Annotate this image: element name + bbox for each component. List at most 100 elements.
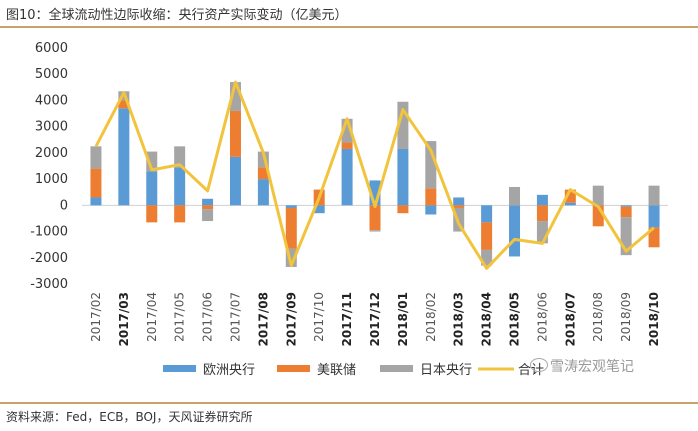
- bar-segment: [481, 249, 493, 266]
- bar-segment: [341, 148, 353, 206]
- bar-segment: [509, 186, 521, 206]
- x-tick-label: 2018/04: [480, 292, 494, 346]
- bar-segment: [648, 205, 660, 228]
- bar-segment: [648, 227, 660, 248]
- bar-segment: [453, 205, 465, 208]
- bar-segment: [620, 217, 632, 256]
- x-tick-label: 2018/03: [452, 292, 466, 346]
- bar-segment: [564, 189, 576, 203]
- bar-segment: [174, 146, 186, 168]
- bar-segment: [202, 198, 214, 206]
- bar-segment: [425, 141, 437, 189]
- y-tick-label: 5000: [35, 67, 68, 82]
- y-tick-label: -1000: [30, 225, 68, 240]
- bar-segment: [620, 205, 632, 207]
- bar-segment: [257, 167, 269, 180]
- y-tick-label: 2000: [35, 146, 68, 161]
- x-tick-label: 2018/02: [424, 292, 438, 342]
- bar-segment: [90, 146, 102, 169]
- bar-segment: [285, 207, 297, 249]
- legend-label: 欧洲央行: [203, 363, 255, 378]
- x-tick-label: 2017/04: [145, 292, 159, 342]
- watermark: 雪涛宏观笔记: [530, 356, 634, 376]
- bar-segment: [369, 180, 381, 206]
- source-note: 资料来源：Fed，ECB，BOJ，天风证券研究所: [6, 410, 253, 424]
- bar-segment: [592, 185, 604, 206]
- wechat-icon: [530, 358, 548, 372]
- x-tick-label: 2018/06: [535, 292, 549, 342]
- bar-segment: [648, 185, 660, 206]
- bar-segment: [202, 209, 214, 222]
- legend-swatch: [163, 365, 196, 372]
- y-tick-label: 0: [60, 198, 68, 213]
- bar-segment: [174, 167, 186, 206]
- bar-segment: [202, 205, 214, 210]
- bar-segment: [146, 205, 158, 223]
- bar-segment: [481, 205, 493, 223]
- bar-segment: [118, 100, 130, 109]
- bar-segment: [397, 205, 409, 214]
- y-tick-label: -2000: [30, 251, 68, 266]
- bar-segment: [453, 197, 465, 206]
- bar-segment: [536, 194, 548, 206]
- x-tick-label: 2017/02: [89, 292, 103, 342]
- bar-segment: [285, 205, 297, 208]
- x-tick-label: 2017/12: [368, 292, 382, 346]
- bar-segment: [481, 222, 493, 250]
- stacked-bar-line-chart: -3000 -2000 -1000 0 1000 2000 3000 4000 5000 6000…: [30, 41, 668, 378]
- y-tick-label: -3000: [30, 277, 68, 292]
- top-rule: [0, 26, 698, 28]
- x-tick-label: 2017/11: [340, 292, 354, 346]
- legend-swatch: [380, 365, 413, 372]
- bar-segment: [369, 205, 381, 231]
- bar-segment: [397, 148, 409, 206]
- legend-label: 日本央行: [420, 363, 472, 378]
- x-tick-label: 2018/07: [563, 292, 577, 346]
- x-tick-label: 2017/03: [117, 292, 131, 346]
- bar-segment: [90, 168, 102, 198]
- y-tick-label: 1000: [35, 172, 68, 187]
- x-tick-label: 2018/01: [396, 292, 410, 346]
- x-tick-label: 2017/07: [228, 292, 242, 342]
- x-tick-label: 2018/05: [508, 292, 522, 346]
- bar-segment: [257, 151, 269, 168]
- bar-segment: [509, 205, 521, 257]
- bar-segment: [146, 171, 158, 206]
- bar-segment: [313, 205, 325, 214]
- x-tick-label: 2017/10: [312, 292, 326, 342]
- bar-segment: [425, 188, 437, 206]
- bar-segment: [118, 108, 130, 206]
- bar-segment: [229, 156, 241, 206]
- x-tick-label: 2018/09: [619, 292, 633, 342]
- legend-label: 美联储: [317, 363, 356, 378]
- bar-segment: [536, 205, 548, 222]
- bar-segment: [425, 205, 437, 215]
- bar-segment: [229, 82, 241, 111]
- bar-segment: [341, 142, 353, 149]
- figure-title: 图10：全球流动性边际收缩：央行资产实际变动（亿美元）: [6, 8, 348, 23]
- bar-segment: [369, 230, 381, 232]
- bar-segment: [229, 110, 241, 157]
- bar-segment: [341, 118, 353, 143]
- x-tick-label: 2017/06: [201, 292, 215, 342]
- x-tick-label: 2018/10: [647, 292, 661, 346]
- x-tick-label: 2018/08: [591, 292, 605, 342]
- y-tick-label: 3000: [35, 120, 68, 135]
- y-tick-label: 6000: [35, 41, 68, 56]
- bar-segment: [174, 205, 186, 223]
- bar-segment: [620, 206, 632, 218]
- y-tick-label: 4000: [35, 93, 68, 108]
- legend-swatch: [277, 365, 310, 372]
- bar-segment: [536, 221, 548, 244]
- bar-segment: [592, 205, 604, 227]
- bar-segment: [146, 151, 158, 172]
- x-tick-label: 2017/05: [173, 292, 187, 342]
- bar-segment: [285, 248, 297, 267]
- bar-segment: [564, 202, 576, 206]
- total-line: [94, 80, 655, 270]
- x-tick-label: 2017/09: [284, 292, 298, 346]
- bottom-rule: [0, 402, 698, 404]
- x-tick-label: 2017/08: [256, 292, 270, 346]
- bar-segment: [257, 179, 269, 206]
- watermark-text: 雪涛宏观笔记: [550, 359, 634, 375]
